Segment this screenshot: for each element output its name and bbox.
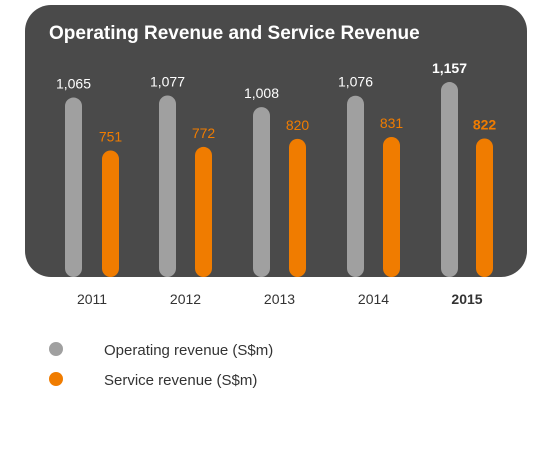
label-operating-2012: 1,077 <box>150 74 185 90</box>
bar-service-2014 <box>383 136 400 277</box>
tick-label-2012: 2012 <box>170 291 201 307</box>
tick-label-2015: 2015 <box>451 291 482 307</box>
label-service-2012: 772 <box>192 125 216 141</box>
bar-operating-2013 <box>253 107 270 277</box>
chart-panel <box>25 5 527 277</box>
legend-swatch-operating <box>49 342 63 356</box>
label-operating-2013: 1,008 <box>244 85 279 101</box>
legend-label-service: Service revenue (S$m) <box>104 372 257 389</box>
tick-label-2014: 2014 <box>358 291 389 307</box>
tick-label-2013: 2013 <box>264 291 295 307</box>
chart-title: Operating Revenue and Service Revenue <box>49 23 420 44</box>
bar-operating-2011 <box>65 97 82 277</box>
label-service-2011: 751 <box>99 128 123 144</box>
bar-operating-2015 <box>441 82 458 277</box>
legend: Operating revenue (S$m) Service revenue (… <box>49 342 273 389</box>
label-operating-2015: 1,157 <box>432 60 467 76</box>
label-operating-2011: 1,065 <box>56 76 91 92</box>
label-operating-2014: 1,076 <box>338 74 373 90</box>
bar-service-2015 <box>476 138 493 277</box>
bar-operating-2012 <box>159 95 176 277</box>
x-axis-ticks: 2011 2012 2013 2014 2015 <box>77 291 483 307</box>
label-service-2013: 820 <box>286 117 310 133</box>
bar-service-2011 <box>102 150 119 277</box>
legend-label-operating: Operating revenue (S$m) <box>104 342 273 359</box>
tick-label-2011: 2011 <box>77 291 107 307</box>
bars-group: 1,065 751 1,077 772 1,008 820 1,076 831 1,157 822 <box>56 60 496 277</box>
label-service-2015: 822 <box>473 116 497 132</box>
bar-operating-2014 <box>347 95 364 277</box>
bar-service-2013 <box>289 138 306 277</box>
bar-service-2012 <box>195 146 212 277</box>
legend-swatch-service <box>49 372 63 386</box>
label-service-2014: 831 <box>380 115 404 131</box>
